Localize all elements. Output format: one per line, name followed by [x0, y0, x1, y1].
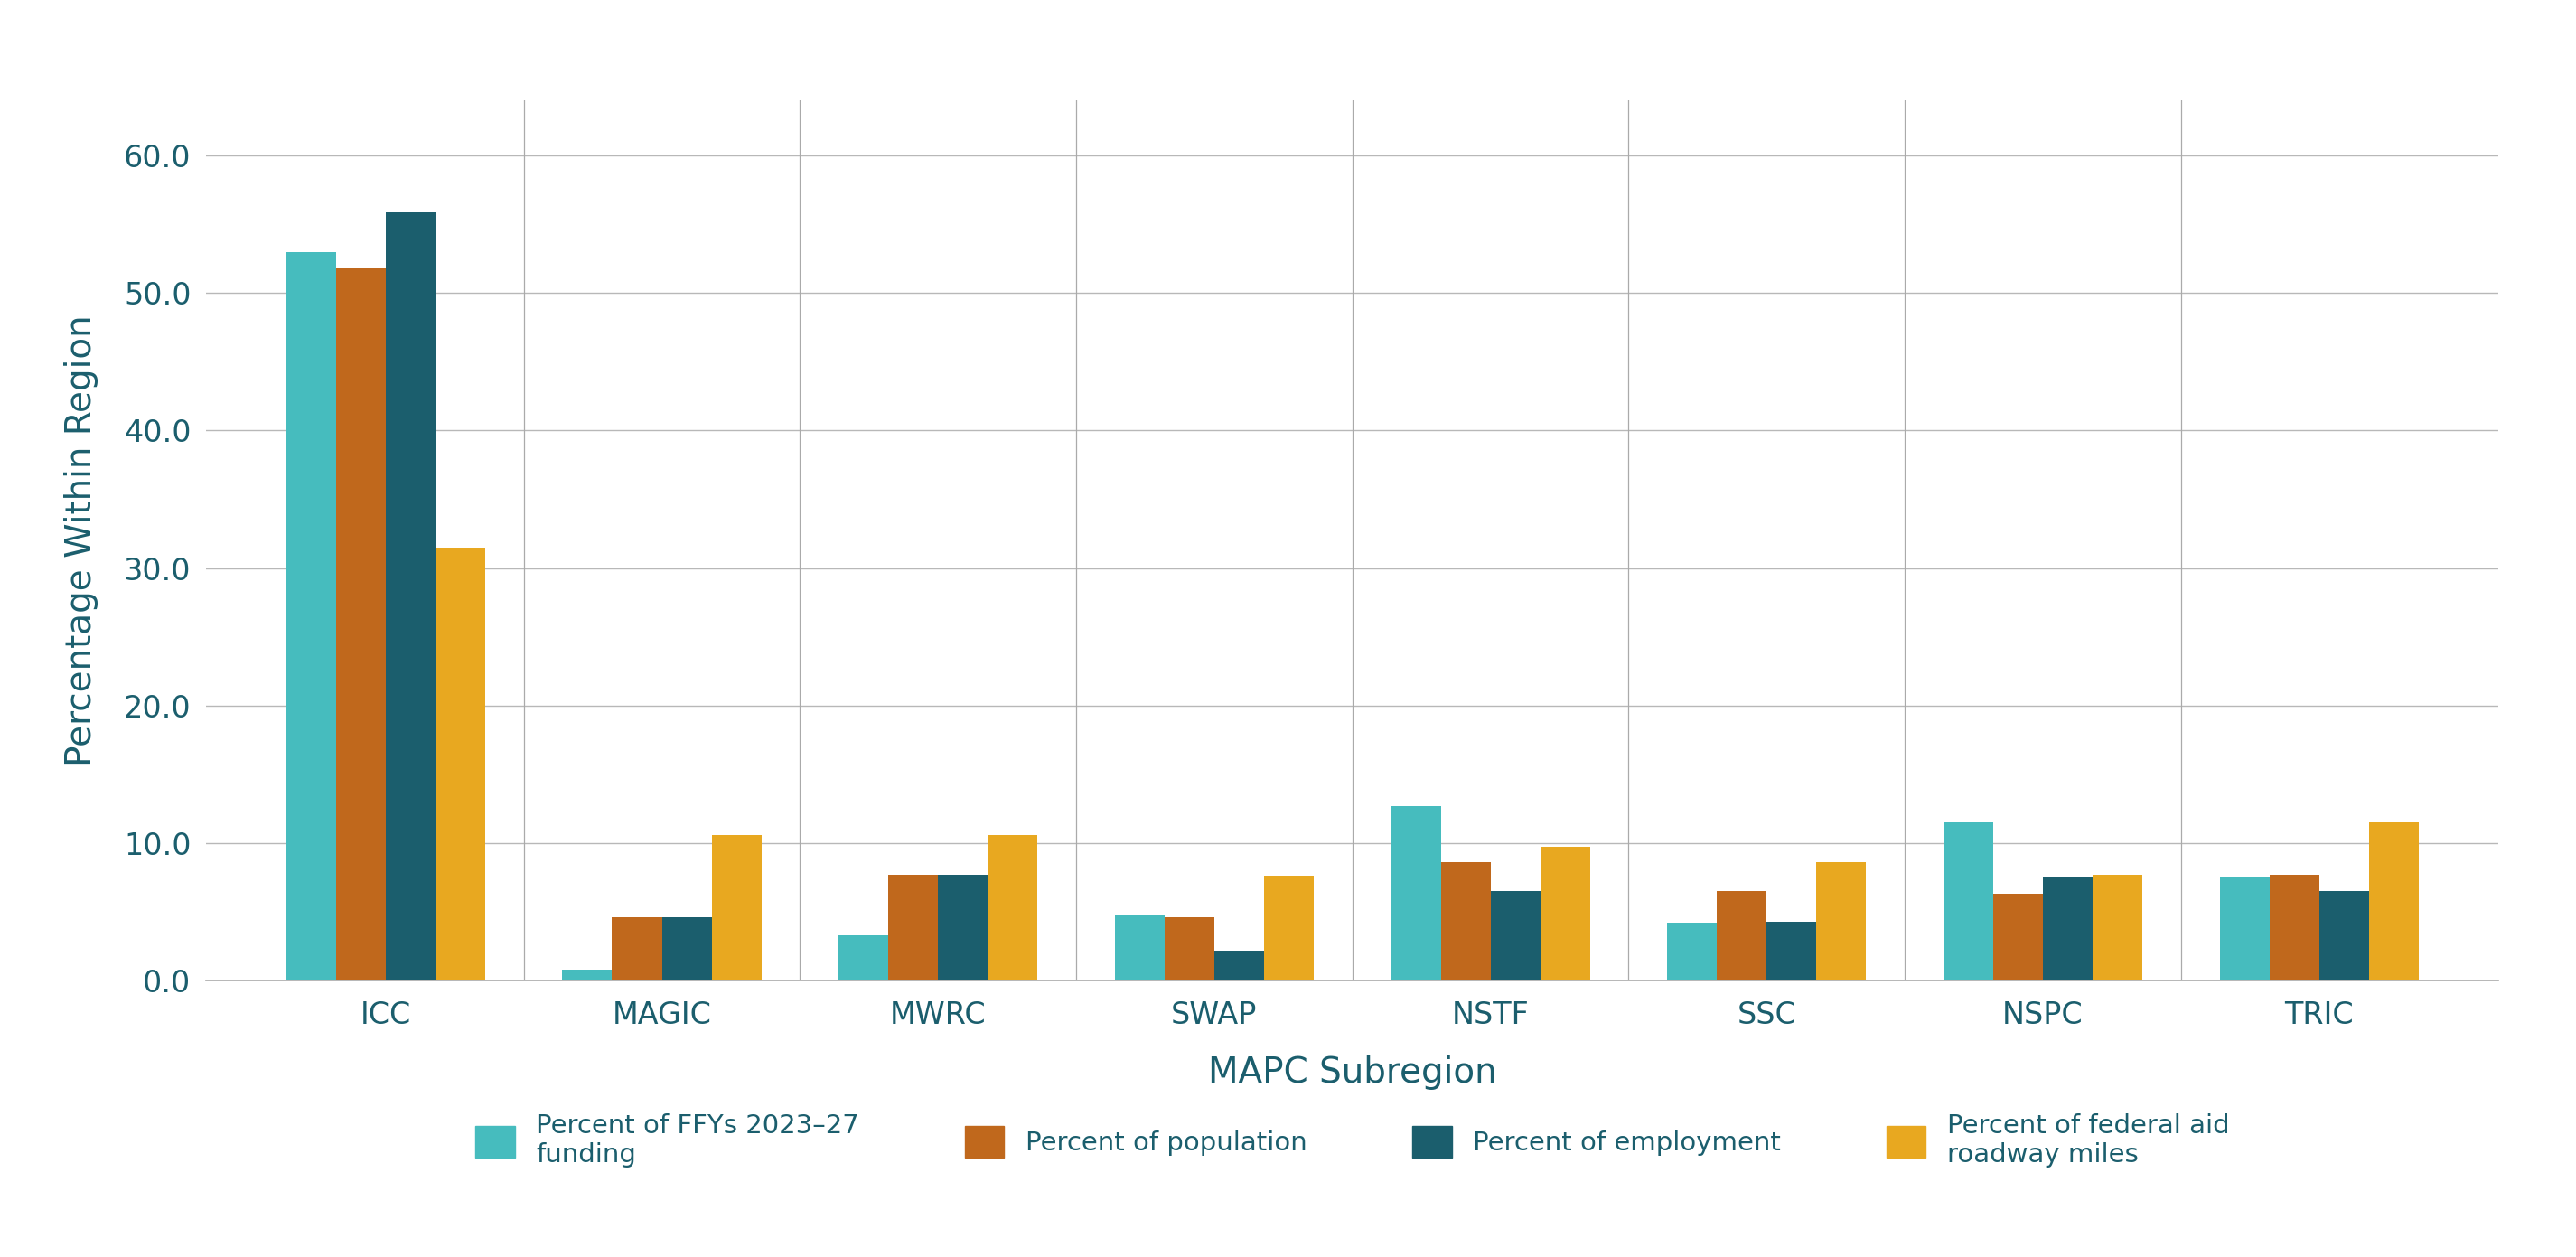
Bar	[613, 918, 662, 980]
Bar	[1816, 862, 1865, 980]
Bar	[662, 918, 711, 980]
Bar	[889, 875, 938, 980]
Bar	[2092, 875, 2143, 980]
Bar	[286, 251, 335, 980]
Bar	[335, 268, 386, 980]
Bar	[1115, 915, 1164, 980]
Bar	[1440, 862, 1492, 980]
Bar	[1994, 894, 2043, 980]
Bar	[1718, 891, 1767, 980]
Bar	[1667, 923, 1718, 980]
Bar	[987, 835, 1038, 980]
Bar	[938, 875, 987, 980]
Bar	[435, 547, 484, 980]
Bar	[840, 935, 889, 980]
Bar	[1391, 806, 1440, 980]
Bar	[1767, 921, 1816, 980]
Bar	[1213, 950, 1265, 980]
Bar	[2221, 877, 2269, 980]
Bar	[2318, 891, 2370, 980]
Bar	[2043, 877, 2092, 980]
Bar	[2370, 822, 2419, 980]
Bar	[2269, 875, 2318, 980]
X-axis label: MAPC Subregion: MAPC Subregion	[1208, 1056, 1497, 1090]
Bar	[711, 835, 762, 980]
Bar	[1492, 891, 1540, 980]
Bar	[1540, 847, 1589, 980]
Bar	[562, 969, 613, 980]
Bar	[1164, 918, 1213, 980]
Bar	[1942, 822, 1994, 980]
Y-axis label: Percentage Within Region: Percentage Within Region	[64, 314, 98, 767]
Bar	[386, 212, 435, 980]
Bar	[1265, 876, 1314, 980]
Legend: Percent of FFYs 2023–27
funding, Percent of population, Percent of employment, P: Percent of FFYs 2023–27 funding, Percent…	[464, 1102, 2241, 1179]
